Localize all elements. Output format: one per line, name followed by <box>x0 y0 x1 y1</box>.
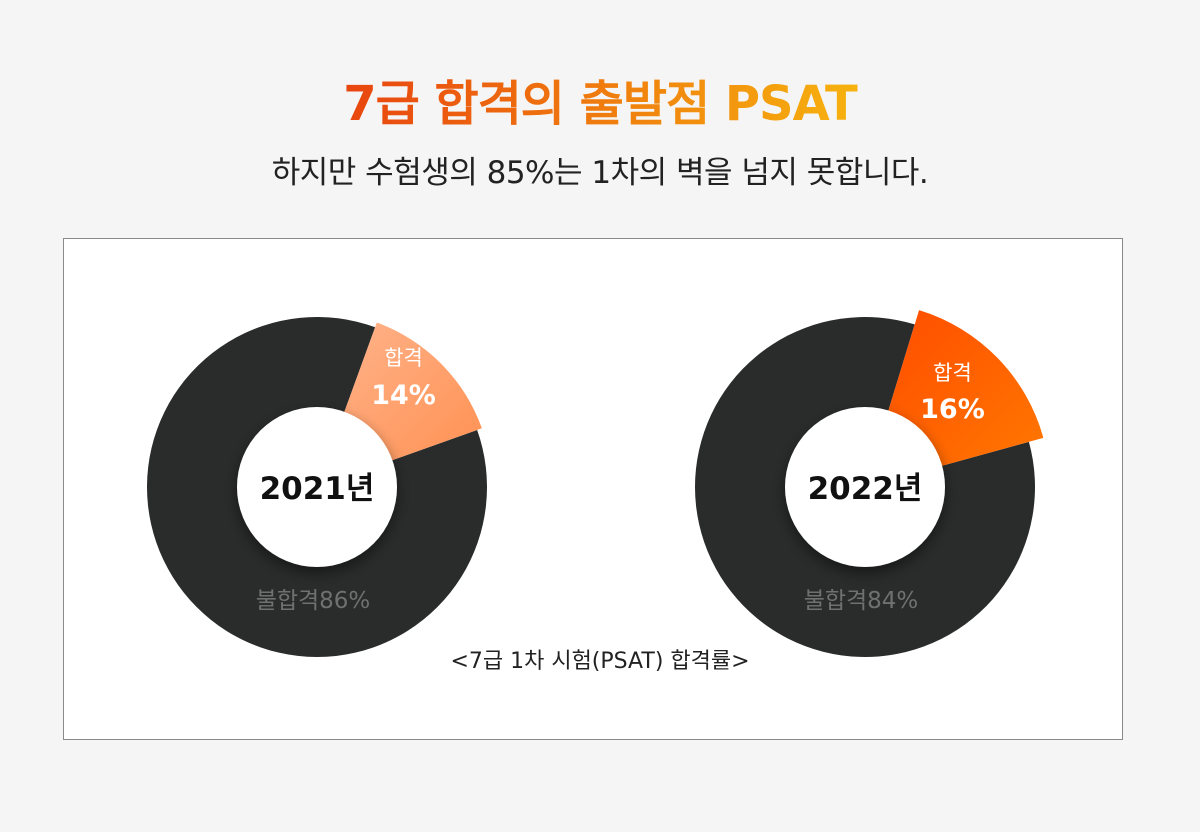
pass-value-label: 16% <box>920 394 985 425</box>
year-label: 2022년 <box>808 471 923 507</box>
page-title: 7급 합격의 출발점 PSAT <box>0 66 1200 138</box>
page-title-text: 7급 합격의 출발점 PSAT <box>343 76 858 132</box>
pass-value-label: 14% <box>371 380 436 411</box>
year-label: 2021년 <box>260 471 375 507</box>
fail-value-label: 불합격86% <box>256 588 371 614</box>
pass-label: 합격 <box>933 361 972 385</box>
center-hole <box>237 407 397 567</box>
pass-label: 합격 <box>384 346 423 370</box>
chart-caption: <7급 1차 시험(PSAT) 합격률> <box>450 649 750 674</box>
center-hole <box>785 407 945 567</box>
fail-value-label: 불합격84% <box>804 588 919 614</box>
page-subtitle: 하지만 수험생의 85%는 1차의 벽을 넘지 못합니다. <box>271 155 929 191</box>
